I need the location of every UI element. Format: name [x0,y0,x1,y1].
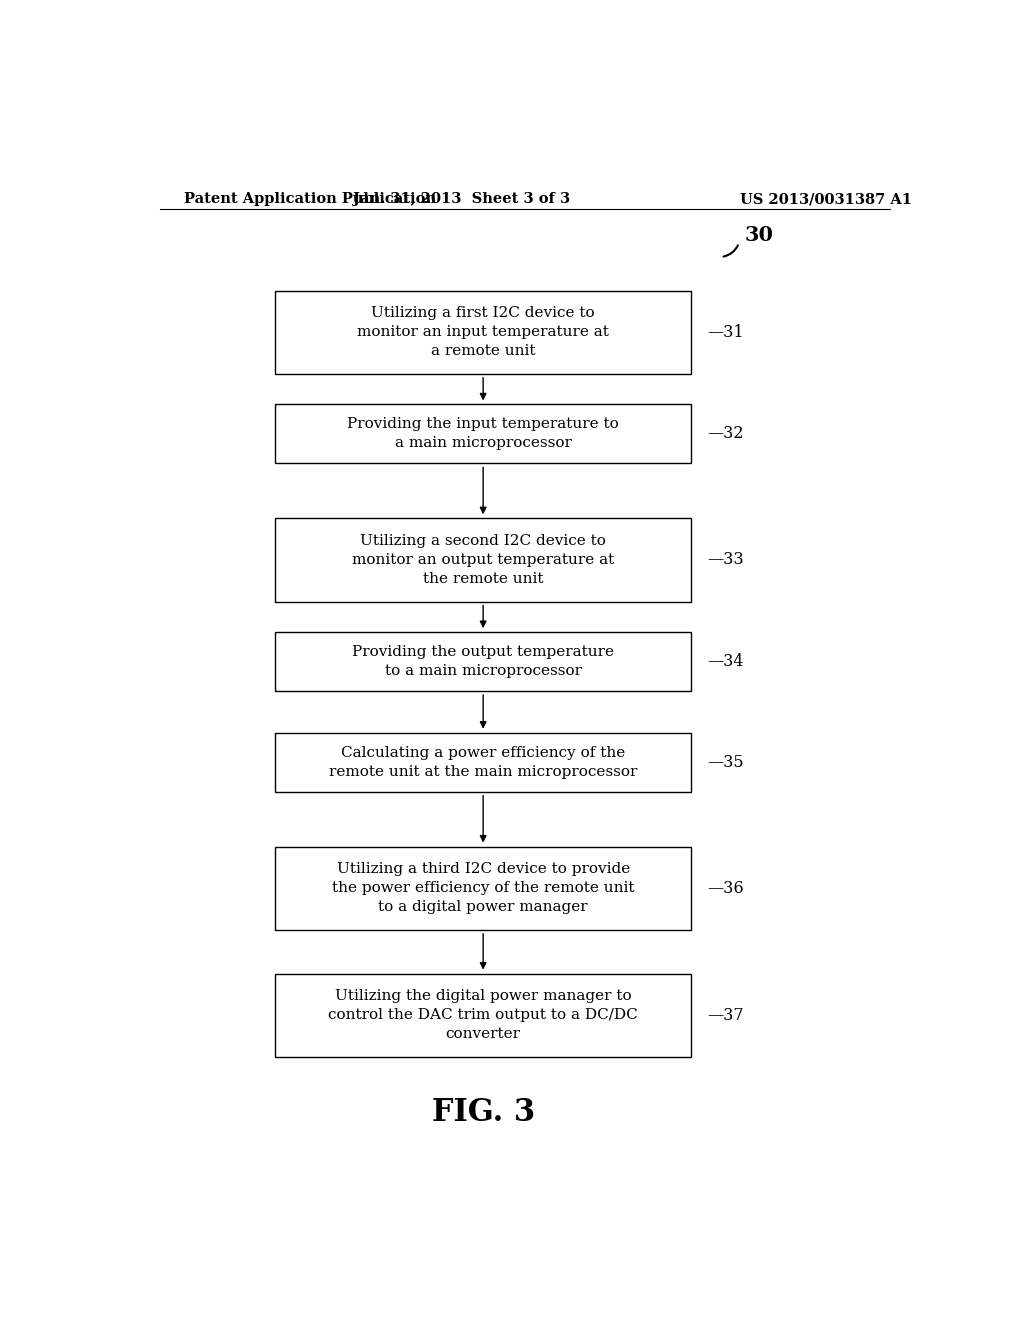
FancyBboxPatch shape [274,974,691,1057]
Text: US 2013/0031387 A1: US 2013/0031387 A1 [740,191,912,206]
Text: Providing the output temperature
to a main microprocessor: Providing the output temperature to a ma… [352,645,614,678]
Text: —31: —31 [708,323,744,341]
Text: Patent Application Publication: Patent Application Publication [183,191,435,206]
Text: —36: —36 [708,879,744,896]
Text: Calculating a power efficiency of the
remote unit at the main microprocessor: Calculating a power efficiency of the re… [329,746,637,779]
Text: Utilizing a second I2C device to
monitor an output temperature at
the remote uni: Utilizing a second I2C device to monitor… [352,533,614,586]
Text: —32: —32 [708,425,743,442]
FancyBboxPatch shape [274,733,691,792]
Text: —35: —35 [708,754,744,771]
FancyBboxPatch shape [274,632,691,690]
Text: Utilizing the digital power manager to
control the DAC trim output to a DC/DC
co: Utilizing the digital power manager to c… [329,989,638,1041]
Text: Providing the input temperature to
a main microprocessor: Providing the input temperature to a mai… [347,417,620,450]
FancyBboxPatch shape [274,404,691,463]
FancyBboxPatch shape [274,519,691,602]
Text: FIG. 3: FIG. 3 [431,1097,535,1129]
Text: Utilizing a third I2C device to provide
the power efficiency of the remote unit
: Utilizing a third I2C device to provide … [332,862,635,915]
Text: Jan. 31, 2013  Sheet 3 of 3: Jan. 31, 2013 Sheet 3 of 3 [352,191,570,206]
Text: —33: —33 [708,552,744,569]
Text: —34: —34 [708,653,743,671]
Text: —37: —37 [708,1007,744,1024]
FancyBboxPatch shape [274,846,691,929]
FancyBboxPatch shape [274,290,691,374]
Text: 30: 30 [744,224,773,244]
Text: Utilizing a first I2C device to
monitor an input temperature at
a remote unit: Utilizing a first I2C device to monitor … [357,306,609,358]
